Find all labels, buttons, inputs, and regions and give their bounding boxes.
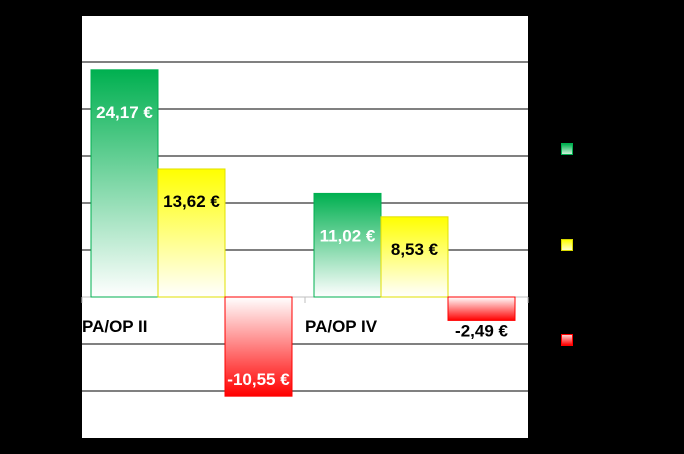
legend-swatch-series-1 <box>561 143 573 155</box>
category-label: PA/OP IV <box>305 317 378 336</box>
legend-swatch-series-2 <box>561 239 573 251</box>
bar-pa-op-ii-series-2 <box>157 168 226 298</box>
data-label: -10,55 € <box>227 370 290 389</box>
bars <box>90 69 516 397</box>
category-labels: PA/OP II PA/OP IV <box>82 317 378 336</box>
data-labels: 24,17 € 13,62 € -10,55 € 11,02 € 8,53 € -2,49… <box>96 103 508 389</box>
legend-swatch-series-3 <box>561 334 573 346</box>
data-label: 13,62 € <box>163 192 220 211</box>
data-label: 8,53 € <box>391 240 439 259</box>
data-label: -2,49 € <box>455 321 508 340</box>
data-label: 11,02 € <box>320 226 376 245</box>
bar-pa-op-iv-series-2 <box>380 216 449 298</box>
category-label: PA/OP II <box>82 317 148 336</box>
bar-pa-op-ii-series-3 <box>224 296 293 397</box>
bar-pa-op-iv-series-3 <box>447 296 516 321</box>
data-label: 24,17 € <box>96 103 153 122</box>
